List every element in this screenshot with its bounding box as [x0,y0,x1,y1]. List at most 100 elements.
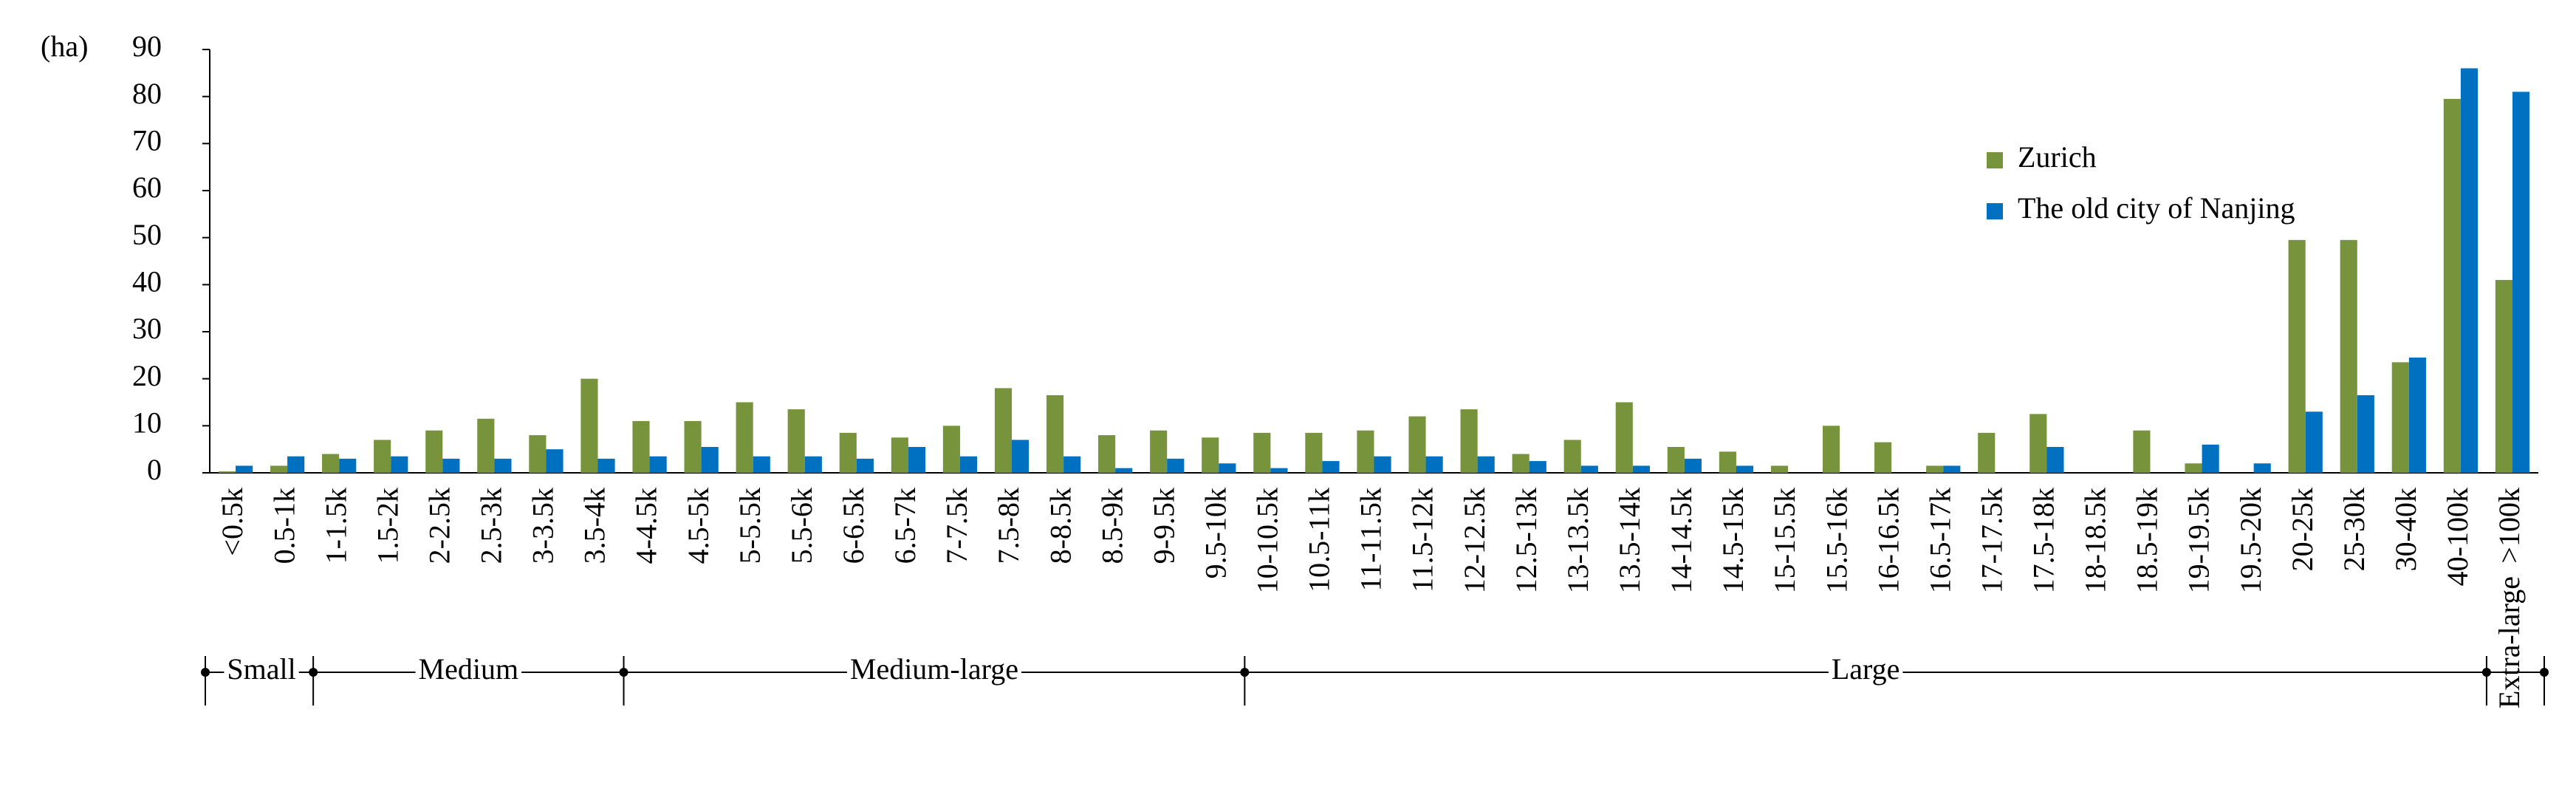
x-tick-label: 16.5-17k [1923,488,1956,593]
bar [546,449,564,473]
bar [1270,468,1288,473]
x-tick-label: 20-25k [2286,488,2319,571]
bar [2340,239,2357,473]
bar [1460,409,1478,473]
x-tick-label: 18-18.5k [2079,488,2112,593]
bar [787,409,805,473]
x-tick-label: <0.5k [216,488,249,556]
group-label: Extra-large [2493,576,2526,708]
y-tick-label: 10 [132,406,162,440]
bar [1580,465,1598,473]
bar [1063,456,1081,473]
bar [1615,402,1633,473]
bar [1978,432,1996,473]
x-tick-label: 2-2.5k [422,488,456,564]
bar [942,426,960,473]
bar [632,420,650,473]
x-tick-label: 17.5-18k [2027,488,2061,593]
y-unit-label: (ha) [41,30,88,63]
group-dot [309,668,318,677]
bar [701,446,719,473]
x-tick-label: 8-8.5k [1044,488,1077,564]
bar [2253,463,2271,473]
x-tick-label: 10-10.5k [1251,488,1284,593]
bar [1322,461,1340,473]
bar [839,432,857,473]
bar [1667,446,1685,473]
group-dot [2481,668,2491,677]
y-tick-label: 60 [132,171,162,204]
bar [529,435,547,473]
bar [1046,394,1064,473]
bar [908,446,926,473]
x-tick-label: 6.5-7k [888,488,922,564]
x-tick-label: 5-5.5k [733,488,767,564]
bar [1632,465,1650,473]
x-tick-label: 7-7.5k [940,488,973,564]
group-dot [1240,668,1250,677]
x-tick-label: 11-11.5k [1354,488,1388,591]
bar [2185,463,2202,473]
bar [1425,456,1443,473]
bar [1926,465,1944,473]
x-tick-label: 19-19.5k [2182,488,2216,593]
bar [2408,358,2426,473]
bar [1874,442,1892,473]
bar [2460,68,2479,473]
bar [1408,416,1426,473]
bar [1684,458,1702,473]
group-label: Small [227,652,295,686]
bar [1012,440,1030,473]
x-tick-label: 13-13.5k [1561,488,1594,593]
x-tick-label: 3.5-4k [578,488,612,564]
bar [218,471,236,473]
bar [597,458,615,473]
y-tick-label: 80 [132,77,162,110]
x-tick-label: 13.5-14k [1613,488,1646,593]
bar [339,458,357,473]
legend-label: Zurich [2018,140,2097,174]
group-label-bg [415,652,522,686]
bar [1202,437,1219,473]
x-tick-label: 15-15.5k [1768,488,1801,593]
x-tick-label: 0.5-1k [267,488,301,564]
bar [1736,465,1754,473]
bar [736,402,753,473]
x-tick-label: 3-3.5k [527,488,560,564]
x-tick-label: 25-30k [2337,488,2371,571]
bar [1719,451,1736,473]
bar [891,437,908,473]
x-tick-label: 9-9.5k [1147,488,1180,564]
group-dot [619,668,628,677]
y-tick-label: 90 [132,30,162,63]
bar [1253,432,1271,473]
x-tick-label: 7.5-8k [992,488,1025,564]
bar [391,456,408,473]
bar [856,458,874,473]
x-tick-label: 14.5-15k [1716,488,1750,593]
bar [959,456,978,473]
y-tick-label: 30 [132,312,162,345]
x-tick-label: 19.5-20k [2234,488,2267,593]
bar [684,420,702,473]
y-tick-label: 70 [132,124,162,157]
x-tick-label: 10.5-11k [1303,488,1336,592]
x-tick-label: 30-40k [2389,488,2422,571]
bar [1529,461,1546,473]
bar [236,465,253,473]
group-label-bg [1828,652,1903,686]
x-tick-label: 8.5-9k [1095,488,1128,564]
legend-swatch [1987,203,2003,219]
bar [1167,458,1185,473]
legend-label: The old city of Nanjing [2018,191,2295,225]
x-tick-label: 6-6.5k [837,488,870,564]
bar [2443,98,2461,473]
bar [1563,440,1581,473]
bar [494,458,512,473]
bar [2391,362,2409,473]
bar [425,430,443,473]
x-tick-label: 15.5-16k [1820,488,1853,593]
group-label: Medium-large [850,652,1018,686]
bar [1305,432,1323,473]
bar [2357,394,2374,473]
